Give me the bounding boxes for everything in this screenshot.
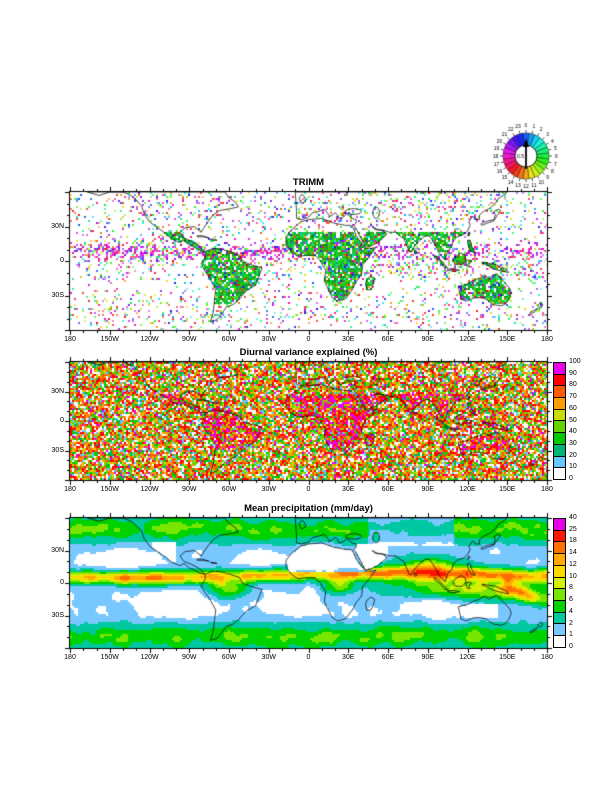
map-trimm-diurnal-phase xyxy=(62,184,555,338)
lon-tick-label: 30W xyxy=(261,486,276,493)
colorbar-tick-label: 30 xyxy=(569,439,577,447)
lon-tick-label: 60W xyxy=(221,654,237,661)
colorbar-tick-label: 6 xyxy=(569,596,573,604)
colorbar xyxy=(553,362,566,480)
lon-tick-label: 90W xyxy=(182,654,197,661)
colorbar-tick-label: 12 xyxy=(569,560,577,568)
lon-tick-label: 90E xyxy=(421,486,434,493)
lon-tick-label: 60W xyxy=(221,336,237,343)
colorbar-tick-label: 40 xyxy=(569,428,577,436)
colorbar-tick-label: 80 xyxy=(569,381,577,389)
lon-tick-label: 120E xyxy=(459,336,476,343)
colorbar-swatch xyxy=(553,467,566,480)
lon-tick-label: 150E xyxy=(499,336,516,343)
lon-tick-label: 180 xyxy=(541,654,553,661)
lat-tick-label: 0 xyxy=(60,417,64,424)
colorbar-tick-label: 90 xyxy=(569,369,577,377)
lat-tick-label: 30S xyxy=(51,446,64,454)
lon-tick-label: 60W xyxy=(221,486,237,493)
lon-tick-label: 90W xyxy=(182,336,197,343)
lon-tick-label: 120W xyxy=(140,336,159,343)
lat-tick-label: 0 xyxy=(60,579,64,586)
colorbar-tick-label: 0 xyxy=(569,643,573,650)
lon-tick-label: 120W xyxy=(140,486,159,493)
lon-tick-label: 150W xyxy=(100,486,119,493)
map-diurnal-variance-explained xyxy=(62,354,555,488)
lat-tick-label: 0 xyxy=(60,257,64,264)
colorbar-tick-label: 50 xyxy=(569,416,577,424)
lon-tick-label: 180 xyxy=(541,486,553,493)
lat-tick-label: 30N xyxy=(51,222,64,230)
lon-tick-label: 120E xyxy=(459,486,476,493)
panel-title-mean-precipitation: Mean precipitation (mm/day) xyxy=(244,503,373,514)
lon-tick-label: 60E xyxy=(381,486,395,493)
lon-tick-label: 180 xyxy=(64,654,76,661)
panel-title-trimm: TRIMM xyxy=(292,177,325,188)
colorbar-tick-label: 20 xyxy=(569,451,577,459)
colorbar-tick-label: 8 xyxy=(569,584,573,592)
lat-tick-label: 30S xyxy=(51,611,64,619)
lon-tick-label: 150E xyxy=(499,486,516,493)
lat-tick-label: 30N xyxy=(51,387,64,395)
lon-tick-label: 120W xyxy=(140,654,159,661)
colorbar-tick-label: 70 xyxy=(569,393,577,401)
lon-tick-label: 90E xyxy=(421,336,434,343)
lon-tick-label: 30E xyxy=(342,486,355,493)
colorbar-swatch xyxy=(553,635,566,648)
colorbar-tick-label: 1 xyxy=(569,631,573,639)
lon-tick-label: 150E xyxy=(499,654,516,661)
colorbar-tick-label: 10 xyxy=(569,572,577,580)
lon-tick-label: 180 xyxy=(541,336,553,343)
lon-tick-label: 30E xyxy=(342,336,355,343)
colorbar-tick-label: 25 xyxy=(569,525,577,533)
lon-tick-label: 0 xyxy=(306,336,311,343)
lon-tick-label: 30W xyxy=(261,336,276,343)
map-mean-precipitation xyxy=(62,510,555,656)
lat-tick-label: 30S xyxy=(51,291,64,299)
lon-tick-label: 180 xyxy=(64,336,76,343)
lon-tick-label: 30E xyxy=(342,654,355,661)
hour-color-wheel-legend xyxy=(481,110,571,200)
lon-tick-label: 30W xyxy=(261,654,276,661)
colorbar xyxy=(553,518,566,648)
lon-tick-label: 60E xyxy=(381,654,395,661)
colorbar-tick-label: 4 xyxy=(569,607,573,615)
colorbar-tick-label: 100 xyxy=(569,358,581,365)
colorbar-tick-label: 14 xyxy=(569,549,577,557)
lon-tick-label: 150W xyxy=(100,654,119,661)
colorbar-tick-label: 60 xyxy=(569,404,577,412)
panel-title-diurnal-variance: Diurnal variance explained (%) xyxy=(239,347,378,358)
lon-tick-label: 120E xyxy=(459,654,476,661)
lon-tick-label: 150W xyxy=(100,336,119,343)
lon-tick-label: 60E xyxy=(381,336,395,343)
lon-tick-label: 0 xyxy=(306,654,311,661)
lon-tick-label: 90W xyxy=(182,486,197,493)
colorbar-tick-label: 10 xyxy=(569,463,577,471)
colorbar-tick-label: 40 xyxy=(569,514,577,521)
lat-tick-label: 30N xyxy=(51,546,64,554)
colorbar-tick-label: 0 xyxy=(569,475,573,482)
lon-tick-label: 0 xyxy=(306,486,311,493)
colorbar-tick-label: 2 xyxy=(569,619,573,627)
lon-tick-label: 90E xyxy=(421,654,434,661)
colorbar-tick-label: 18 xyxy=(569,537,577,545)
lon-tick-label: 180 xyxy=(64,486,76,493)
